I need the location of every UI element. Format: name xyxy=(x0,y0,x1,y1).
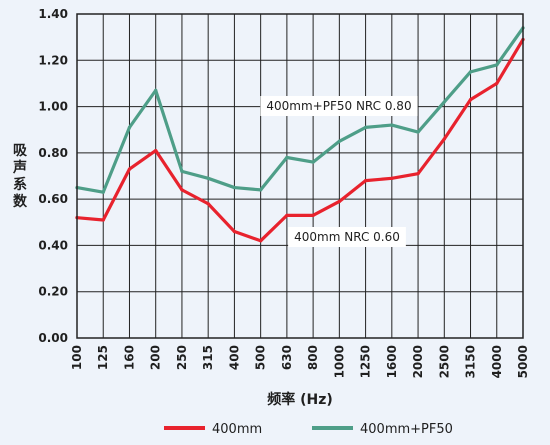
x-tick-label: 160 xyxy=(122,345,136,370)
data-point xyxy=(101,190,105,194)
data-point xyxy=(390,123,394,127)
x-tick-label: 1000 xyxy=(332,345,346,378)
x-tick-label: 630 xyxy=(280,345,294,370)
data-point xyxy=(468,98,473,102)
x-tick-label: 2000 xyxy=(411,345,425,378)
x-tick-label: 200 xyxy=(149,345,163,370)
data-point xyxy=(206,202,210,206)
data-point xyxy=(337,139,341,143)
data-point xyxy=(259,188,263,192)
data-point xyxy=(311,213,315,217)
y-tick-label: 0.60 xyxy=(38,192,68,206)
data-point xyxy=(311,160,315,164)
data-point xyxy=(442,137,446,141)
data-point xyxy=(416,130,420,134)
y-tick-label: 0.40 xyxy=(38,238,68,252)
data-point xyxy=(416,172,420,176)
data-point xyxy=(154,148,158,153)
data-point xyxy=(180,169,184,173)
y-tick-label: 0.00 xyxy=(38,331,68,345)
grid-lines xyxy=(76,13,524,339)
x-tick-label: 400 xyxy=(227,345,241,370)
data-point xyxy=(232,229,237,234)
y-tick-label: 0.80 xyxy=(38,146,68,160)
data-point xyxy=(180,188,184,192)
data-point xyxy=(101,218,105,222)
y-axis-title: 吸声系数 xyxy=(12,143,28,210)
x-axis-title: 频率 (Hz) xyxy=(267,391,333,408)
data-point xyxy=(442,100,446,104)
data-point xyxy=(127,167,132,171)
y-tick-labels: 0.00 0.20 0.40 0.60 0.80 1.00 1.20 1.40 xyxy=(38,7,68,345)
x-tick-label: 4000 xyxy=(490,345,504,378)
data-point xyxy=(127,125,132,129)
x-tick-label: 315 xyxy=(201,345,215,370)
data-point xyxy=(232,185,237,190)
x-tick-label: 1250 xyxy=(359,345,373,378)
x-tick-label: 5000 xyxy=(516,345,530,378)
data-point xyxy=(495,63,499,67)
x-tick-label: 800 xyxy=(306,345,320,370)
data-point xyxy=(390,176,394,180)
x-tick-label: 2500 xyxy=(437,345,451,378)
series-line-0 xyxy=(75,37,525,243)
data-point xyxy=(495,81,499,86)
data-point xyxy=(363,125,368,129)
plot-frame xyxy=(76,13,524,339)
data-point xyxy=(154,88,158,92)
data-point xyxy=(285,155,289,160)
annotation-nrc-400mm-bg xyxy=(288,227,406,247)
data-point xyxy=(337,199,341,204)
data-point xyxy=(468,70,473,74)
x-tick-label: 250 xyxy=(175,345,189,370)
series-line-1 xyxy=(75,26,525,194)
data-point xyxy=(285,213,289,217)
legend: 400mm 400mm+PF50 xyxy=(164,422,453,437)
x-tick-labels: 100 125 160 200 250 315 400 500 630 800 1000 1250 16… xyxy=(70,345,530,378)
data-point xyxy=(259,239,263,243)
y-tick-label: 1.20 xyxy=(38,53,68,67)
data-point xyxy=(206,176,210,180)
x-tick-label: 500 xyxy=(254,345,268,370)
x-tick-label: 125 xyxy=(96,345,110,370)
x-tick-label: 100 xyxy=(70,345,84,370)
y-tick-label: 0.20 xyxy=(38,285,68,299)
y-tick-label: 1.40 xyxy=(38,7,68,21)
annotation-nrc-pf50-bg xyxy=(260,96,418,116)
annotation-nrc-pf50: 400mm+PF50 NRC 0.80 xyxy=(266,99,411,113)
legend-label-400mm-pf50: 400mm+PF50 xyxy=(360,422,453,437)
annotation-nrc-400mm: 400mm NRC 0.60 xyxy=(294,230,400,244)
legend-label-400mm: 400mm xyxy=(212,422,262,437)
y-tick-label: 1.00 xyxy=(38,100,68,114)
x-tick-label: 3150 xyxy=(464,345,478,378)
x-tick-label: 1600 xyxy=(385,345,399,378)
series-lines xyxy=(75,26,525,243)
data-point xyxy=(363,179,368,183)
annotations: 400mm+PF50 NRC 0.80 400mm NRC 0.60 xyxy=(260,96,418,247)
